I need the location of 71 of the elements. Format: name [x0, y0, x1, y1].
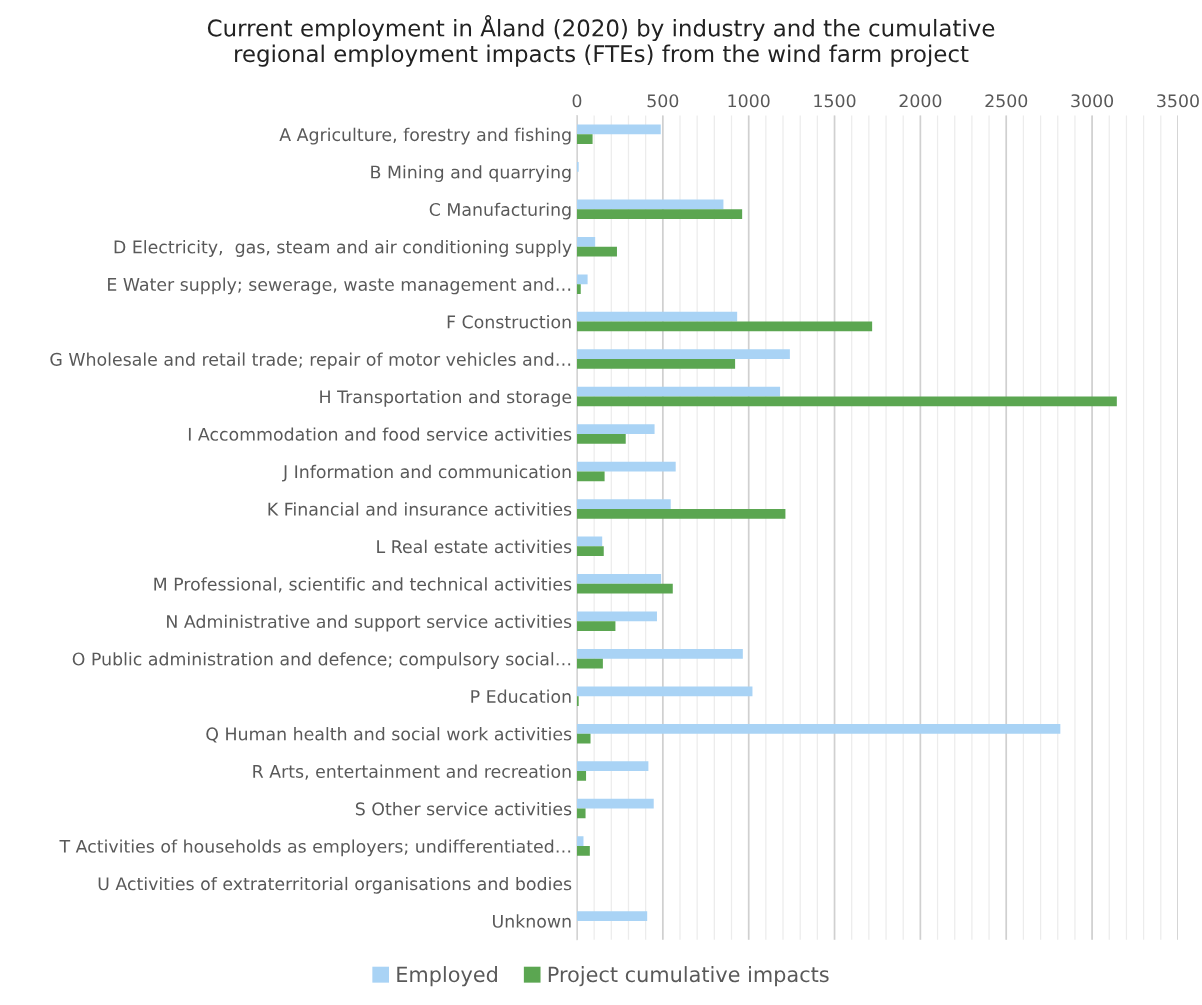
bar [576, 723, 1061, 734]
x-tick-label: 3500 [1157, 94, 1199, 108]
y-tick-label: H Transportation and storage [320, 389, 572, 407]
bar [576, 686, 753, 697]
y-tick-label: R Arts, entertainment and recreation [253, 764, 571, 780]
y-tick-label: O Public administration and defence; compulsory social… [72, 652, 571, 669]
bar [576, 396, 1117, 407]
y-tick-label: G Wholesale and retail trade; repair of motor vehicles and… [50, 352, 571, 370]
bar [576, 124, 661, 135]
bar [576, 658, 603, 669]
legend-label: Project cumulative impacts [548, 966, 829, 987]
bar [576, 349, 790, 360]
y-tick-label: S Other service activities [355, 801, 572, 816]
bar [576, 274, 588, 285]
bar [576, 359, 736, 369]
legend-label: Employed [397, 966, 497, 987]
y-tick-label: K Financial and insurance activities [268, 502, 572, 516]
bar [576, 321, 873, 332]
chart-title: Current employment in Åland (2020) by industry and the cumulative regional employment impacts (FTEs) from the wind farm project [207, 15, 995, 67]
bar [576, 433, 626, 444]
bar [576, 246, 617, 257]
bar [576, 574, 662, 584]
bar [576, 798, 654, 809]
y-tick-label: N Administrative and support service activities [167, 614, 572, 632]
bar [576, 836, 584, 847]
bar [576, 284, 581, 294]
y-tick-label: Q Human health and social work activities [206, 727, 572, 743]
y-tick-label: Unknown [493, 914, 571, 928]
y-tick-label: L Real estate activities [377, 539, 572, 554]
bar [576, 508, 786, 519]
bar [576, 583, 673, 594]
y-tick-label: A Agriculture, forestry and fishing [279, 127, 571, 145]
y-tick-label: J Information and communication [282, 464, 571, 482]
y-tick-label: T Activities of households as employers; undifferentiated… [59, 839, 571, 857]
y-tick-label: E Water supply; sewerage, waste management and… [108, 277, 571, 295]
bar [576, 199, 724, 210]
bar [576, 648, 743, 659]
y-tick-label: B Mining and quarrying [371, 165, 571, 182]
y-tick-label: U Activities of extraterritorial organisations and bodies [98, 876, 572, 894]
bar [576, 236, 596, 247]
y-tick-label: P Education [471, 689, 571, 704]
bar [576, 761, 649, 772]
bar [576, 771, 587, 781]
bar [576, 461, 676, 472]
bar [576, 536, 603, 547]
bar [576, 733, 591, 744]
x-tick-label: 0 [572, 94, 582, 108]
bar [576, 134, 593, 145]
y-tick-label: I Accommodation and food service activities [188, 427, 572, 441]
bar [576, 546, 604, 557]
x-tick-label: 500 [647, 94, 679, 108]
y-tick-label: D Electricity, gas, steam and air conditioning supply [114, 240, 572, 257]
y-tick-label: F Construction [447, 315, 571, 329]
bar [576, 311, 738, 322]
x-tick-label: 2000 [899, 94, 942, 108]
bar [576, 846, 590, 856]
bar [576, 424, 655, 434]
bar [576, 808, 586, 819]
x-tick-label: 2500 [985, 94, 1028, 108]
bar [576, 911, 648, 921]
bar [576, 499, 671, 509]
bar [576, 611, 657, 622]
x-tick-label: 3000 [1071, 94, 1114, 108]
x-tick-label: 1000 [728, 94, 770, 108]
x-tick-label: 1500 [814, 94, 856, 108]
bar [576, 621, 616, 632]
bar [576, 209, 743, 219]
bar [576, 471, 605, 482]
y-tick-label: C Manufacturing [429, 202, 571, 220]
bar [576, 386, 781, 397]
y-tick-label: M Professional, scientific and technical activities [154, 577, 572, 593]
